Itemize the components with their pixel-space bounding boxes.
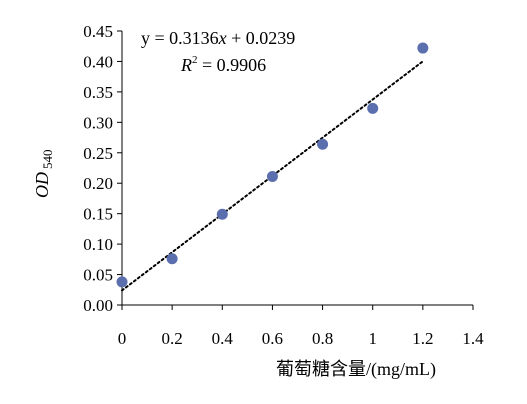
equation-variable: x (218, 28, 227, 48)
y-tick-label: 0.35 (83, 83, 113, 102)
x-tick-label: 0.4 (212, 329, 234, 348)
y-tick-label: 0.40 (83, 52, 113, 71)
x-tick-label: 0 (118, 329, 127, 348)
y-axis-label: OD 540 (32, 150, 55, 199)
y-tick-label: 0.20 (83, 174, 113, 193)
data-point (116, 276, 128, 288)
x-tick-label: 1.4 (462, 329, 484, 348)
data-point (166, 253, 178, 265)
x-tick-label: 0.6 (262, 329, 283, 348)
y-tick-group: 0.00 0.05 0.10 0.15 0.20 0.25 0.30 0.35 0.40 0.45 (83, 22, 122, 315)
y-tick-label: 0.05 (83, 266, 113, 285)
y-tick-label: 0.45 (83, 22, 113, 41)
y-axis-label-main: OD (32, 172, 52, 198)
data-point (417, 42, 429, 54)
data-point (216, 208, 228, 220)
equation-suffix: + 0.0239 (227, 28, 296, 48)
r-squared-annotation: R2 = 0.9906 (180, 54, 266, 75)
data-point (266, 171, 278, 183)
data-point (317, 138, 329, 150)
x-tick-label: 0.8 (312, 329, 333, 348)
equation-prefix: y = 0.3136 (141, 28, 219, 48)
y-tick-label: 0.25 (83, 144, 113, 163)
data-points (116, 42, 429, 288)
r2-value: = 0.9906 (198, 55, 267, 75)
x-tick-group: 0 0.2 0.4 0.6 0.8 1 1.2 1.4 (118, 305, 484, 348)
y-axis-label-subscript: 540 (40, 150, 55, 170)
x-tick-label: 1 (368, 329, 377, 348)
y-tick-label: 0.10 (83, 235, 113, 254)
x-tick-label: 1.2 (412, 329, 433, 348)
r2-exponent: 2 (192, 54, 198, 66)
data-point (367, 102, 379, 114)
x-tick-label: 0.2 (162, 329, 183, 348)
y-tick-label: 0.00 (83, 296, 113, 315)
y-tick-label: 0.30 (83, 113, 113, 132)
x-axis-label: 葡萄糖含量/(mg/mL) (276, 359, 436, 380)
y-tick-label: 0.15 (83, 205, 113, 224)
r2-variable: R (180, 55, 192, 75)
regression-equation: y = 0.3136x + 0.0239 (141, 28, 295, 48)
